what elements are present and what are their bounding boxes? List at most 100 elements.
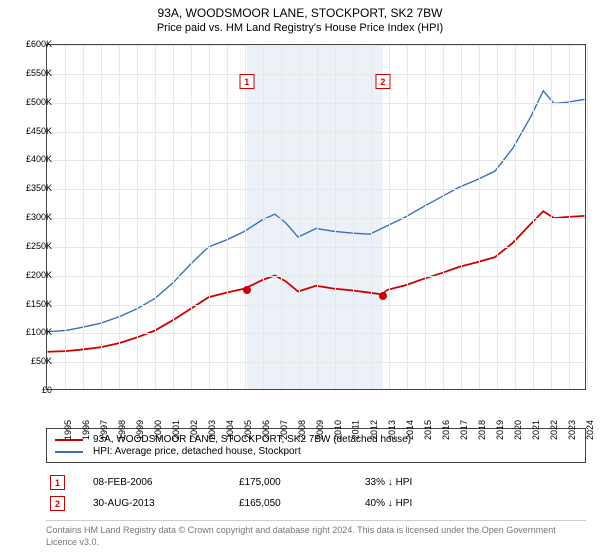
legend-item: HPI: Average price, detached house, Stoc…: [55, 446, 577, 457]
grid-line: [47, 160, 585, 161]
transaction-delta: 40% ↓ HPI: [365, 498, 412, 509]
grid-line: [551, 45, 552, 389]
x-axis-label: 2020: [513, 420, 523, 440]
grid-line: [569, 45, 570, 389]
grid-line: [173, 45, 174, 389]
grid-line: [515, 45, 516, 389]
transaction-delta: 33% ↓ HPI: [365, 477, 412, 488]
y-axis-label: £550K: [12, 68, 52, 78]
plot-marker-dot: [379, 292, 387, 300]
y-axis-label: £300K: [12, 212, 52, 222]
x-axis-label: 2011: [350, 420, 360, 439]
grid-line: [119, 45, 120, 389]
grid-line: [65, 45, 66, 389]
x-axis-label: 1999: [135, 420, 145, 440]
grid-line: [47, 189, 585, 190]
series-hpi: [48, 91, 585, 332]
x-axis-label: 2016: [441, 420, 451, 440]
x-axis-label: 2010: [333, 420, 343, 440]
transaction-price: £165,050: [239, 498, 329, 509]
grid-line: [371, 45, 372, 389]
grid-line: [47, 103, 585, 104]
transaction-row: 2 30-AUG-2013 £165,050 40% ↓ HPI: [46, 493, 586, 514]
x-axis-label: 2012: [369, 420, 379, 440]
x-axis-label: 1998: [117, 420, 127, 440]
y-axis-label: £600K: [12, 39, 52, 49]
grid-line: [281, 45, 282, 389]
grid-line: [47, 74, 585, 75]
x-axis-label: 2019: [495, 420, 505, 440]
grid-line: [227, 45, 228, 389]
grid-line: [245, 45, 246, 389]
chart-container: 93A, WOODSMOOR LANE, STOCKPORT, SK2 7BW …: [0, 0, 600, 560]
y-axis-label: £200K: [12, 270, 52, 280]
x-axis-label: 1997: [99, 420, 109, 440]
transactions-table: 108-FEB-2006£175,00033% ↓ HPI230-AUG-201…: [46, 472, 586, 514]
transaction-price: £175,000: [239, 477, 329, 488]
transaction-marker: 2: [50, 496, 65, 511]
grid-line: [497, 45, 498, 389]
grid-line: [407, 45, 408, 389]
chart-subtitle: Price paid vs. HM Land Registry's House …: [0, 20, 600, 38]
x-axis-label: 2005: [243, 420, 253, 440]
chart-lines: [47, 45, 585, 389]
y-axis-label: £150K: [12, 299, 52, 309]
x-axis-label: 2014: [405, 420, 415, 440]
transaction-date: 30-AUG-2013: [93, 498, 203, 509]
grid-line: [47, 305, 585, 306]
x-axis-label: 2017: [459, 420, 469, 440]
legend-swatch: [55, 451, 83, 453]
transaction-marker: 1: [50, 475, 65, 490]
y-axis-label: £500K: [12, 97, 52, 107]
x-axis-label: 2023: [567, 420, 577, 440]
grid-line: [155, 45, 156, 389]
grid-line: [299, 45, 300, 389]
grid-line: [47, 276, 585, 277]
grid-line: [83, 45, 84, 389]
x-axis-label: 2006: [261, 420, 271, 440]
y-axis-label: £450K: [12, 126, 52, 136]
grid-line: [443, 45, 444, 389]
grid-line: [47, 247, 585, 248]
grid-line: [101, 45, 102, 389]
plot-marker-dot: [243, 286, 251, 294]
plot-marker: 1: [239, 74, 254, 89]
x-axis-label: 2000: [153, 420, 163, 440]
x-axis-label: 2018: [477, 420, 487, 440]
y-axis-label: £0: [12, 385, 52, 395]
x-axis-label: 2002: [189, 420, 199, 440]
grid-line: [47, 132, 585, 133]
grid-line: [209, 45, 210, 389]
x-axis-label: 1995: [63, 420, 73, 440]
grid-line: [191, 45, 192, 389]
grid-line: [461, 45, 462, 389]
y-axis-label: £100K: [12, 327, 52, 337]
x-axis-label: 2007: [279, 420, 289, 440]
grid-line: [47, 218, 585, 219]
x-axis-label: 2001: [171, 420, 181, 440]
grid-line: [47, 333, 585, 334]
y-axis-label: £350K: [12, 183, 52, 193]
y-axis-label: £400K: [12, 154, 52, 164]
grid-line: [317, 45, 318, 389]
grid-line: [389, 45, 390, 389]
x-axis-label: 2009: [315, 420, 325, 440]
x-axis-label: 2024: [585, 420, 595, 440]
grid-line: [263, 45, 264, 389]
transaction-row: 108-FEB-2006£175,00033% ↓ HPI: [46, 472, 586, 493]
grid-line: [479, 45, 480, 389]
grid-line: [335, 45, 336, 389]
x-axis-label: 2004: [225, 420, 235, 440]
grid-line: [425, 45, 426, 389]
x-axis-label: 2003: [207, 420, 217, 440]
x-axis-label: 2021: [531, 420, 541, 440]
x-axis-label: 2022: [549, 420, 559, 440]
x-axis-label: 2013: [387, 420, 397, 440]
grid-line: [47, 45, 585, 46]
grid-line: [137, 45, 138, 389]
x-axis-label: 2015: [423, 420, 433, 440]
series-property: [48, 211, 585, 351]
footer-attribution: Contains HM Land Registry data © Crown c…: [46, 520, 586, 548]
y-axis-label: £50K: [12, 356, 52, 366]
grid-line: [533, 45, 534, 389]
